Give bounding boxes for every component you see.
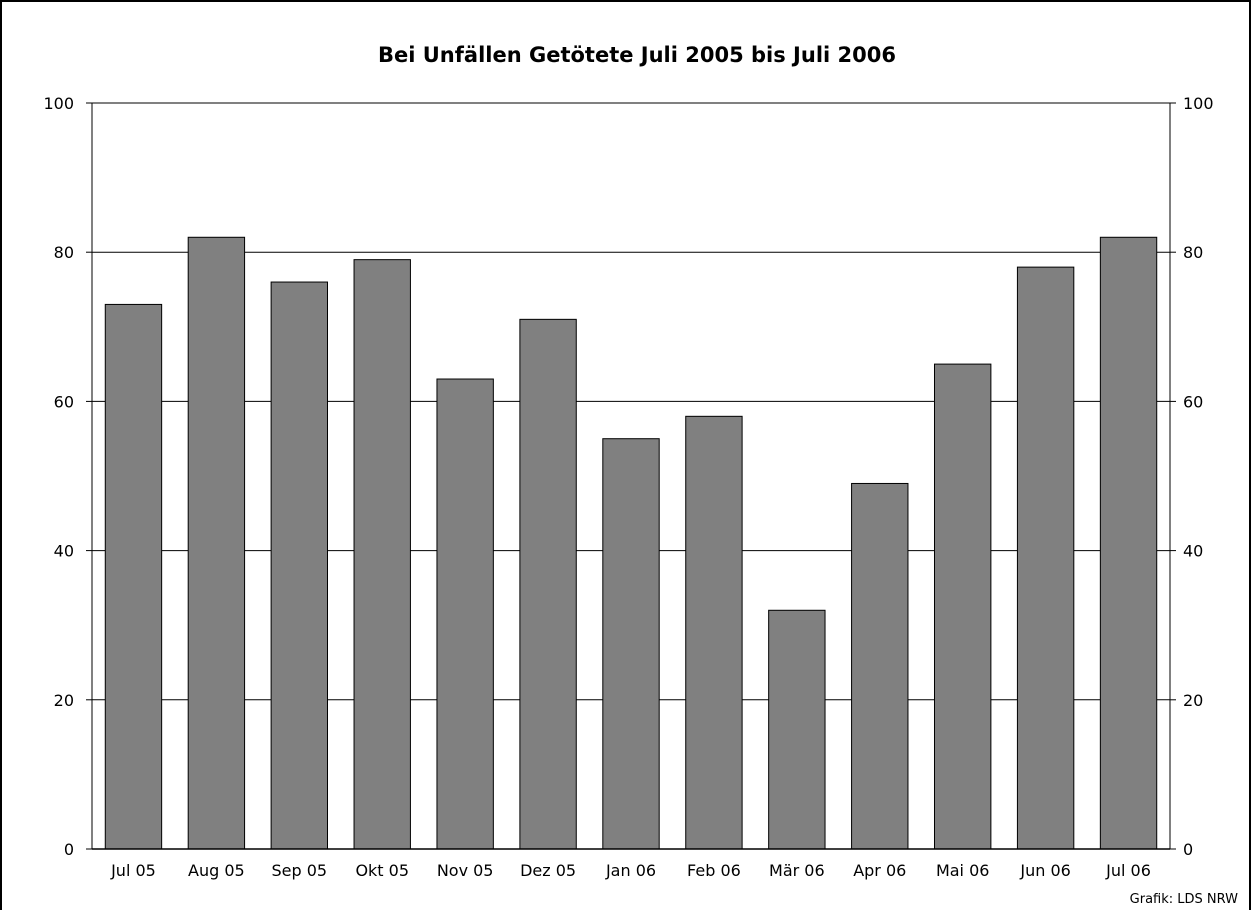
y-tick-label-right: 100 <box>1183 94 1214 113</box>
y-tick-label-left: 60 <box>54 392 74 411</box>
bar <box>685 415 743 850</box>
x-tick-label: Jul 05 <box>110 861 156 880</box>
y-tick-label-left: 0 <box>64 840 74 859</box>
bar <box>519 318 577 850</box>
bar <box>602 438 660 850</box>
y-tick-label-left: 20 <box>54 691 74 710</box>
source-credit: Grafik: LDS NRW <box>1130 892 1238 907</box>
y-tick-label-left: 80 <box>54 243 74 262</box>
bar <box>1016 266 1075 850</box>
chart-title: Bei Unfällen Getötete Juli 2005 bis Juli… <box>378 43 896 67</box>
y-tick-label-left: 40 <box>54 542 74 561</box>
bar <box>436 378 494 850</box>
x-tick-label: Jun 06 <box>1019 861 1070 880</box>
y-tick-label-right: 80 <box>1183 243 1203 262</box>
bar <box>1099 236 1158 850</box>
x-tick-label: Okt 05 <box>355 861 409 880</box>
x-tick-label: Apr 06 <box>853 861 906 880</box>
y-tick-label-right: 20 <box>1183 691 1203 710</box>
bar <box>768 609 826 850</box>
y-tick-label-right: 0 <box>1183 840 1193 859</box>
x-tick-label: Sep 05 <box>272 861 328 880</box>
bar <box>187 236 246 850</box>
x-tick-label: Nov 05 <box>437 861 494 880</box>
bars <box>104 236 1158 850</box>
bar <box>933 363 992 850</box>
x-tick-label: Mär 06 <box>769 861 825 880</box>
x-tick-label: Aug 05 <box>188 861 245 880</box>
bar <box>851 482 909 850</box>
x-tick-label: Jan 06 <box>605 861 656 880</box>
x-tick-label: Dez 05 <box>520 861 576 880</box>
axes <box>86 102 1176 850</box>
bar <box>270 281 329 850</box>
y-tick-label-right: 40 <box>1183 542 1203 561</box>
tick-labels: 0 0 20 20 40 40 60 60 80 80 100 100 Jul 05 Aug 05 Sep … <box>43 94 1213 880</box>
bar <box>353 259 411 850</box>
x-tick-label: Feb 06 <box>687 861 741 880</box>
x-tick-label: Jul 06 <box>1105 861 1151 880</box>
y-tick-label-right: 60 <box>1183 392 1203 411</box>
y-tick-label-left: 100 <box>43 94 74 113</box>
x-tick-label: Mai 06 <box>936 861 990 880</box>
bar <box>104 303 163 850</box>
